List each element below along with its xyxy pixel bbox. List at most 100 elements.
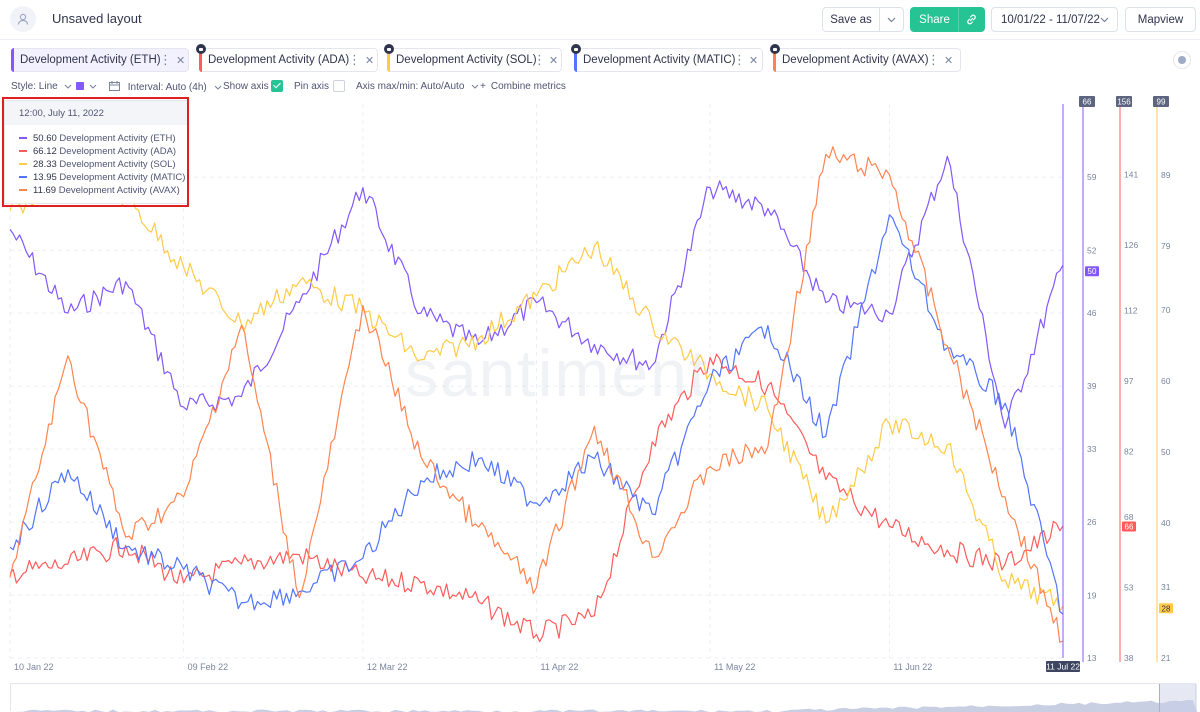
combine-metrics-button[interactable]: + Combine metrics [480, 81, 566, 92]
lock-icon [770, 44, 780, 54]
axis-current-value: 50 [1088, 267, 1097, 276]
x-tick-label: 12 Mar 22 [367, 662, 408, 672]
tooltip-value: 11.69 [33, 185, 57, 196]
user-icon [17, 13, 29, 25]
axis-current-value: 28 [1162, 604, 1171, 613]
interval-selector[interactable]: Interval: Auto (4h) [109, 81, 222, 93]
lock-icon [196, 44, 206, 54]
x-tick-label: 10 Jan 22 [14, 662, 54, 672]
chart-tooltip: 12:00, July 11, 2022 50.60 Development A… [4, 100, 188, 204]
show-axis-label: Show axis [223, 81, 269, 92]
axis-tick-label: 53 [1124, 583, 1134, 593]
axis-tick-label: 21 [1161, 653, 1171, 663]
layout-title[interactable]: Unsaved layout [52, 11, 142, 26]
tooltip-value: 13.95 [33, 172, 57, 183]
metric-tab-ada[interactable]: Development Activity (ADA) ⋮ ✕ [196, 44, 378, 72]
tooltip-label: Development Activity (ADA) [59, 146, 177, 157]
pin-axis-label: Pin axis [294, 81, 330, 92]
axis-tick-label: 33 [1087, 444, 1097, 454]
combine-metrics-label: Combine metrics [490, 81, 566, 92]
share-button[interactable]: Share [910, 7, 959, 32]
copy-link-button[interactable] [958, 7, 985, 32]
metric-color-bar [199, 48, 202, 72]
axis-tick-label: 79 [1161, 241, 1171, 251]
axis-tick-label: 126 [1124, 240, 1138, 250]
metric-tab-avax[interactable]: Development Activity (AVAX) ⋮ ✕ [770, 44, 961, 72]
close-icon[interactable]: ✕ [549, 55, 559, 67]
chart-series-lines [9, 146, 1064, 643]
color-picker-swatch[interactable] [76, 82, 84, 90]
x-axis: 10 Jan 22 09 Feb 22 12 Mar 22 11 Apr 22 11 M… [14, 104, 1080, 672]
tooltip-label: Development Activity (ETH) [59, 133, 176, 144]
tooltip-row: 11.69 Development Activity (AVAX) [19, 185, 180, 196]
metric-tab-sol[interactable]: Development Activity (SOL) ⋮ ✕ [384, 44, 562, 72]
axis-tick-label: 38 [1124, 653, 1134, 663]
axis-tick-label: 31 [1161, 582, 1171, 592]
top-bar: Unsaved layout Save as Share 10/01/22 - … [0, 0, 1200, 40]
pin-axis-checkbox[interactable] [333, 80, 345, 92]
more-options-icon[interactable]: ⋮ [159, 52, 172, 67]
navigator-range-handle[interactable] [1159, 684, 1197, 712]
axis-tick-label: 52 [1087, 245, 1097, 255]
metric-color-bar [387, 48, 390, 72]
series-line [9, 173, 1064, 612]
show-axis-checkbox[interactable] [271, 80, 283, 92]
metric-tab-matic[interactable]: Development Activity (MATIC) ⋮ ✕ [571, 44, 763, 72]
x-tick-label: 11 May 22 [714, 662, 755, 672]
close-icon[interactable]: ✕ [749, 55, 759, 67]
save-as-button[interactable]: Save as [822, 7, 880, 32]
axis-top-label-bg [1116, 96, 1132, 107]
series-swatch [19, 176, 27, 179]
more-options-icon[interactable]: ⋮ [348, 52, 361, 67]
more-options-icon[interactable]: ⋮ [533, 52, 546, 67]
tooltip-value: 50.60 [33, 133, 57, 144]
close-icon[interactable]: ✕ [365, 55, 375, 67]
series-swatch [19, 163, 27, 166]
axis-tick-label: 97 [1124, 376, 1134, 386]
close-icon[interactable]: ✕ [176, 55, 186, 67]
metric-tab-label: Development Activity (ADA) [208, 54, 350, 66]
axis-tick-label: 39 [1087, 381, 1097, 391]
metric-tab-label: Development Activity (AVAX) [782, 54, 929, 66]
axis-tick-label: 13 [1087, 653, 1097, 663]
chart-settings-button[interactable] [1173, 51, 1191, 69]
axis-tick-label: 82 [1124, 446, 1134, 456]
chart-navigator[interactable] [10, 683, 1197, 712]
axis-tick-label: 40 [1161, 518, 1171, 528]
axis-minmax-selector[interactable]: Axis max/min: Auto/Auto [356, 81, 479, 92]
tooltip-label: Development Activity (MATIC) [59, 172, 186, 183]
tooltip-row: 13.95 Development Activity (MATIC) [19, 172, 185, 183]
chevron-down-icon [471, 84, 479, 89]
mapview-button[interactable]: Mapview [1125, 7, 1196, 32]
metric-tab-label: Development Activity (MATIC) [583, 54, 736, 66]
axis-top-label: 156 [1117, 98, 1131, 107]
more-options-icon[interactable]: ⋮ [733, 52, 746, 67]
tooltip-row: 50.60 Development Activity (ETH) [19, 133, 176, 144]
metric-tab-eth[interactable]: Development Activity (ETH) ⋮ ✕ [11, 48, 189, 72]
style-selector[interactable]: Style: Line [11, 81, 72, 92]
more-options-icon[interactable]: ⋮ [927, 52, 940, 67]
chevron-down-icon [89, 84, 97, 89]
tooltip-label: Development Activity (SOL) [59, 159, 176, 170]
date-range-picker[interactable]: 10/01/22 - 11/07/22 [991, 7, 1118, 32]
avatar[interactable] [10, 6, 36, 32]
axis-tick-label: 60 [1161, 376, 1171, 386]
tooltip-value: 28.33 [33, 159, 57, 170]
axis-top-label: 99 [1157, 98, 1166, 107]
series-line [9, 146, 1064, 643]
metric-color-bar [11, 48, 14, 72]
x-tick-label: 11 Jun 22 [893, 662, 932, 672]
close-icon[interactable]: ✕ [944, 55, 954, 67]
color-picker-dropdown[interactable] [89, 81, 97, 92]
save-as-dropdown-button[interactable] [879, 7, 904, 32]
axis-top-label-bg [1079, 96, 1095, 107]
development-activity-chart[interactable]: 66 59 52 46 39 33 26 19 13 50 156 141 126 112 97 82 68 53… [0, 96, 1200, 676]
axis-tick-label: 46 [1087, 308, 1097, 318]
chevron-down-icon [214, 85, 221, 90]
tooltip-label: Development Activity (AVAX) [58, 185, 180, 196]
x-tick-label: 11 Apr 22 [541, 662, 579, 672]
series-swatch [19, 137, 27, 140]
chevron-down-icon [65, 84, 72, 89]
metric-color-bar [574, 48, 577, 72]
chevron-down-icon [1100, 17, 1109, 23]
